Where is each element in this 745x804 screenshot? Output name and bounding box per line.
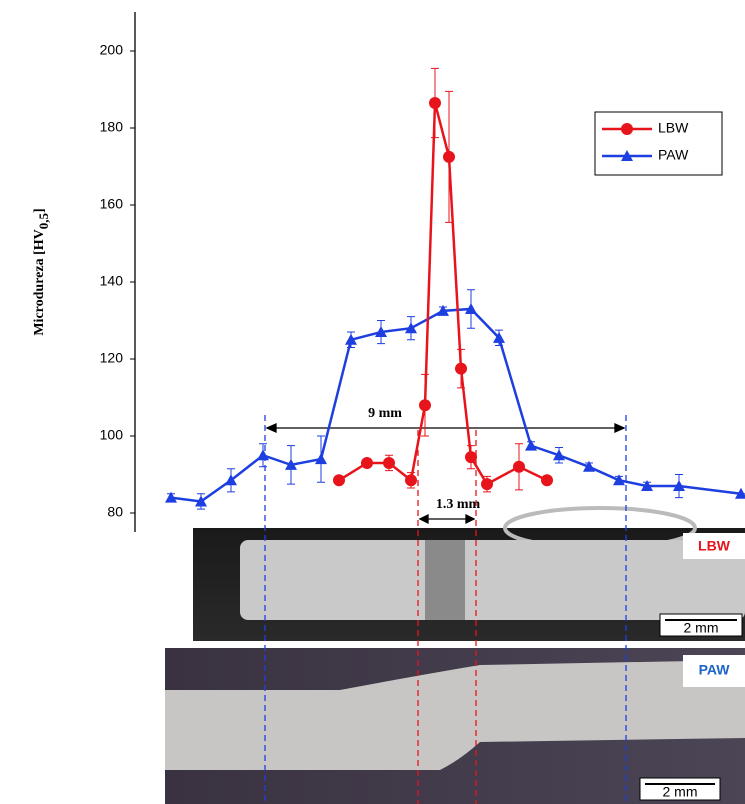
annotation: 9 mm: [368, 406, 402, 421]
marker: [493, 331, 505, 343]
annotation: 1.3 mm: [436, 497, 481, 512]
legend-marker: [621, 123, 633, 135]
marker: [315, 453, 327, 465]
marker: [641, 480, 653, 492]
y-tick-label: 100: [100, 427, 124, 443]
marker: [333, 474, 345, 487]
marker: [405, 322, 417, 334]
marker: [465, 302, 477, 314]
guides: [264, 415, 627, 804]
marker: [613, 474, 625, 486]
marker: [429, 96, 441, 109]
legend-label: LBW: [658, 120, 689, 136]
marker: [455, 362, 467, 375]
marker: [257, 449, 269, 461]
legend-label: PAW: [658, 147, 689, 163]
marker: [225, 474, 237, 486]
marker: [443, 150, 455, 163]
y-tick-label: 160: [100, 196, 124, 212]
marker: [405, 474, 417, 487]
series-line: [170, 307, 742, 503]
micrograph-band: [240, 540, 745, 620]
marker: [525, 439, 537, 451]
marker: [375, 326, 387, 338]
micrograph-label: LBW: [698, 538, 731, 554]
y-label-text: ]: [32, 208, 47, 213]
y-tick-label: 80: [107, 504, 123, 520]
legend-box: [594, 111, 723, 176]
y-axis-label: Microdureza [HV0,5]: [32, 208, 51, 335]
marker: [195, 495, 207, 507]
arrowheads: [265, 422, 626, 434]
micrograph-band: [165, 660, 745, 770]
marker: [583, 460, 595, 472]
y-tick-label: 200: [100, 42, 124, 58]
scale-label: 2 mm: [684, 620, 719, 636]
micrograph-paw: PAW 2 mm: [165, 648, 745, 804]
y-tick-label: 140: [100, 273, 124, 289]
y-label-text: Microdureza [HV: [32, 229, 47, 335]
micrograph-label: PAW: [699, 662, 731, 678]
y-label-subscript: 0,5: [36, 213, 51, 230]
micrograph-weld: [425, 540, 465, 620]
marker: [345, 333, 357, 345]
marker: [165, 491, 177, 503]
scale-label: 2 mm: [663, 784, 698, 800]
series-line: [338, 102, 548, 486]
marker: [285, 458, 297, 470]
marker: [383, 456, 395, 469]
y-tick-label: 120: [100, 350, 124, 366]
marker: [513, 460, 525, 473]
label-box: [683, 655, 745, 687]
label-box: [683, 533, 745, 559]
arrowheads: [418, 513, 476, 525]
annotation-arrows: [265, 422, 626, 525]
micrograph-lbw: LBW 2 mm: [193, 506, 745, 641]
legend-marker: [621, 150, 633, 161]
marker: [361, 456, 373, 469]
marker: [553, 449, 565, 461]
marker: [541, 474, 553, 487]
marker: [437, 304, 449, 316]
y-tick-label: 180: [100, 119, 124, 135]
marker: [419, 399, 431, 412]
marker: [465, 451, 477, 464]
marker: [481, 478, 493, 491]
marker: [735, 487, 745, 499]
marker: [673, 480, 685, 492]
